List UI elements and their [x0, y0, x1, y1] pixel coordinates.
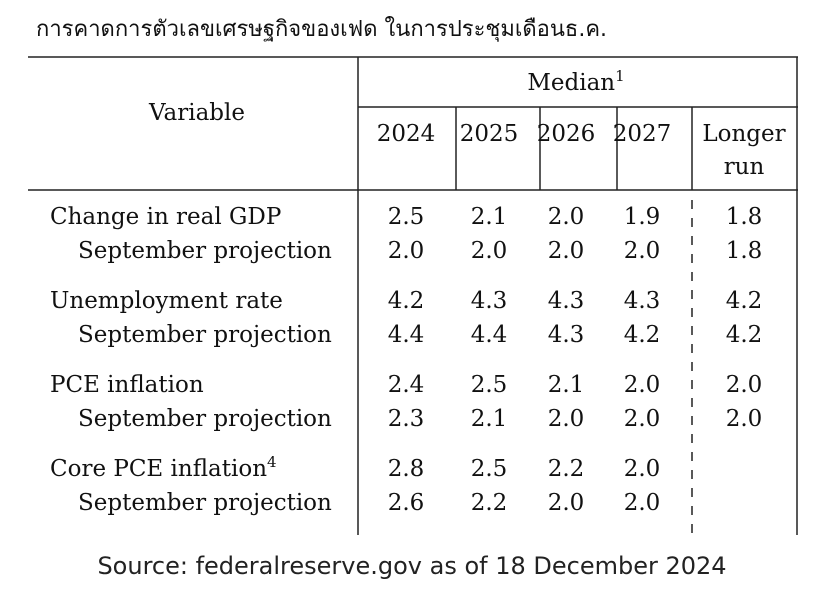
cell: 2.0 — [624, 490, 661, 516]
variable-header: Variable — [148, 100, 245, 126]
cell: 2.4 — [388, 372, 425, 398]
cell: 2.2 — [548, 456, 585, 482]
row-label: PCE inflation — [50, 372, 204, 398]
title: การคาดการตัวเลขเศรษฐกิจของเฟด ในการประชุ… — [36, 16, 607, 42]
cell: 2.0 — [726, 372, 763, 398]
cell: 2.3 — [388, 406, 425, 432]
cell: 2.6 — [388, 490, 425, 516]
cell: 4.4 — [388, 322, 425, 348]
cell: 4.2 — [726, 288, 763, 314]
cell: 1.8 — [726, 204, 763, 230]
row-label-text: Core PCE inflation — [50, 456, 267, 482]
longer-run-header: run — [724, 154, 765, 180]
median-text: Median — [527, 70, 615, 96]
table-lines — [28, 56, 798, 535]
year-header: 2027 — [613, 121, 672, 147]
cell: 4.2 — [726, 322, 763, 348]
cell: 4.2 — [624, 322, 661, 348]
sub-row-label: September projection — [78, 238, 332, 264]
cell: 2.8 — [388, 456, 425, 482]
row-label: Change in real GDP — [50, 204, 281, 230]
cell: 2.0 — [471, 238, 508, 264]
cell: 2.5 — [471, 456, 508, 482]
median-note: 1 — [615, 67, 625, 85]
cell: 2.0 — [624, 238, 661, 264]
row-label: Unemployment rate — [50, 288, 283, 314]
sub-row-label: September projection — [78, 490, 332, 516]
cell: 2.0 — [548, 238, 585, 264]
row-label-text: Unemployment rate — [50, 288, 283, 314]
year-header: 2026 — [537, 121, 596, 147]
cell: 2.0 — [388, 238, 425, 264]
row-label: Core PCE inflation4 — [50, 453, 277, 482]
row-label-text: Change in real GDP — [50, 204, 281, 230]
cell: 2.5 — [388, 204, 425, 230]
row-label-text: PCE inflation — [50, 372, 204, 398]
cell: 4.3 — [471, 288, 508, 314]
cell: 4.3 — [548, 288, 585, 314]
sub-row-label: September projection — [78, 406, 332, 432]
cell: 4.3 — [548, 322, 585, 348]
cell: 2.0 — [548, 490, 585, 516]
longer-run-header: Longer — [702, 121, 785, 147]
year-header: 2025 — [460, 121, 519, 147]
cell: 4.3 — [624, 288, 661, 314]
cell: 2.5 — [471, 372, 508, 398]
year-header: 2024 — [377, 121, 436, 147]
cell: 2.1 — [471, 406, 508, 432]
cell: 2.0 — [624, 372, 661, 398]
cell: 2.2 — [471, 490, 508, 516]
cell: 4.4 — [471, 322, 508, 348]
cell: 1.9 — [624, 204, 661, 230]
cell: 2.1 — [471, 204, 508, 230]
median-header: Median1 — [527, 67, 624, 96]
cell: 2.0 — [624, 456, 661, 482]
cell: 2.0 — [548, 204, 585, 230]
row-label-note: 4 — [267, 453, 277, 471]
cell: 4.2 — [388, 288, 425, 314]
cell: 2.0 — [726, 406, 763, 432]
cell: 1.8 — [726, 238, 763, 264]
cell: 2.0 — [548, 406, 585, 432]
cell: 2.0 — [624, 406, 661, 432]
cell: 2.1 — [548, 372, 585, 398]
sub-row-label: September projection — [78, 322, 332, 348]
source: Source: federalreserve.gov as of 18 Dece… — [97, 552, 726, 580]
